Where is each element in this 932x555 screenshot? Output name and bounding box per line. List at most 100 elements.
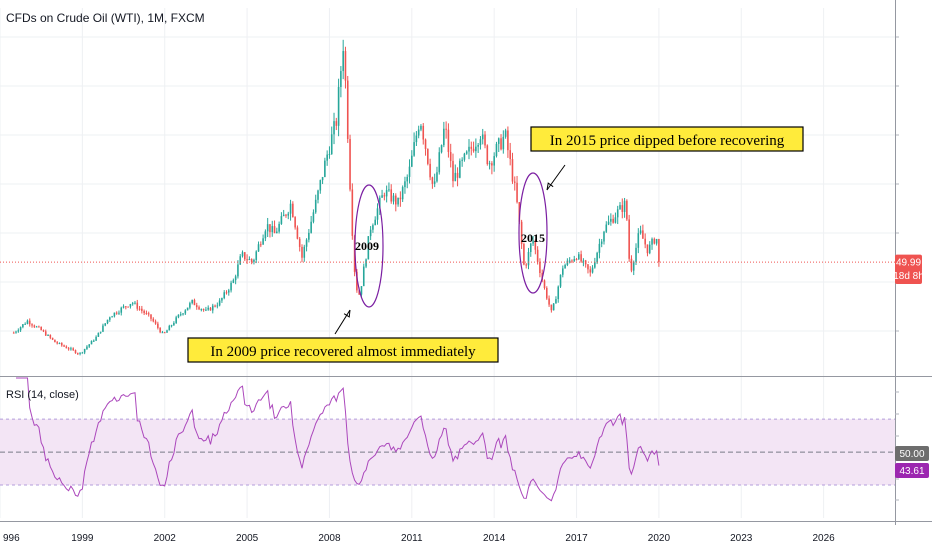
candle [536, 246, 539, 265]
candle [127, 306, 129, 308]
candle [454, 164, 457, 182]
candle-body [443, 128, 445, 146]
candle-body [225, 292, 228, 294]
candle-body [420, 125, 422, 130]
candle [445, 121, 447, 139]
candle [314, 194, 317, 214]
candle [346, 75, 349, 143]
candle-body [575, 259, 578, 261]
candle-body [262, 238, 264, 245]
rsi-line-layer [16, 377, 660, 502]
candle [120, 306, 123, 316]
candle-body [138, 308, 141, 310]
bar-timer-marker: 18d 8h [893, 267, 924, 284]
candle [495, 141, 498, 158]
candle-body [580, 254, 582, 262]
candle [15, 330, 17, 334]
candle-body [539, 261, 541, 273]
candle-body [427, 148, 429, 164]
candle-body [491, 163, 493, 166]
candle [145, 310, 148, 315]
candle [260, 241, 262, 248]
candle [131, 301, 134, 306]
candle-body [216, 305, 219, 307]
candle [232, 278, 235, 284]
candle [399, 191, 402, 207]
candle-body [161, 332, 164, 334]
candle [51, 337, 54, 341]
candle-body [209, 307, 212, 311]
candle [99, 331, 102, 334]
candle-body [392, 195, 395, 202]
candle [420, 124, 422, 132]
candle-body [289, 203, 292, 214]
candle-body [472, 148, 475, 152]
candle-body [497, 138, 500, 144]
candle [452, 153, 454, 188]
candle-body [22, 324, 24, 328]
candle-body [230, 282, 232, 291]
candle [621, 198, 624, 219]
candle-body [12, 332, 15, 334]
candle [367, 236, 370, 260]
candle-body [324, 160, 326, 177]
candle [616, 205, 619, 225]
candle [168, 324, 171, 331]
candle [113, 312, 116, 318]
candle [639, 225, 642, 235]
candle [166, 329, 168, 333]
candle-body [232, 280, 235, 283]
candle-body [349, 138, 351, 190]
candle [523, 242, 525, 266]
candle-body [79, 352, 81, 354]
candle-body [340, 71, 342, 87]
candle-body [536, 249, 539, 262]
candle [292, 201, 294, 218]
candle [72, 347, 75, 352]
candle [372, 223, 374, 233]
candle [33, 324, 36, 329]
candle [578, 251, 580, 261]
candle-body [571, 260, 573, 262]
last-price-box [895, 254, 922, 270]
candle-body [468, 146, 470, 152]
candle [630, 255, 633, 273]
candle [555, 296, 557, 304]
candle-body [632, 261, 635, 271]
candle [209, 307, 212, 311]
candle-body [438, 152, 441, 173]
candle-body [557, 286, 560, 300]
time-tick-label: 2020 [648, 533, 671, 544]
candle-body [406, 176, 409, 182]
candle [413, 132, 415, 157]
candle-body [630, 258, 633, 271]
candle [527, 247, 530, 270]
candle [559, 274, 562, 288]
candle [376, 203, 379, 225]
candle [383, 192, 386, 201]
candle [38, 325, 40, 328]
candle [152, 317, 155, 323]
candle [115, 311, 118, 315]
candle-body [621, 205, 624, 212]
candle [637, 228, 640, 254]
chart-title: CFDs on Crude Oil (WTI), 1M, FXCM [6, 11, 205, 25]
candle [234, 274, 237, 285]
candle [342, 39, 344, 80]
candle [56, 341, 58, 345]
candle-body [314, 199, 317, 213]
candle-body [626, 200, 628, 220]
candle-body [134, 302, 136, 304]
rsi-middle-value: 50.00 [899, 449, 924, 460]
candle-body [362, 266, 365, 287]
candle [529, 242, 532, 257]
candle-body [237, 264, 239, 277]
candle-body [623, 200, 626, 212]
candle [200, 308, 203, 312]
candle-body [301, 246, 303, 258]
candle-body [511, 159, 514, 182]
candle [269, 224, 271, 238]
candle-body [38, 326, 40, 328]
candle [319, 179, 322, 194]
